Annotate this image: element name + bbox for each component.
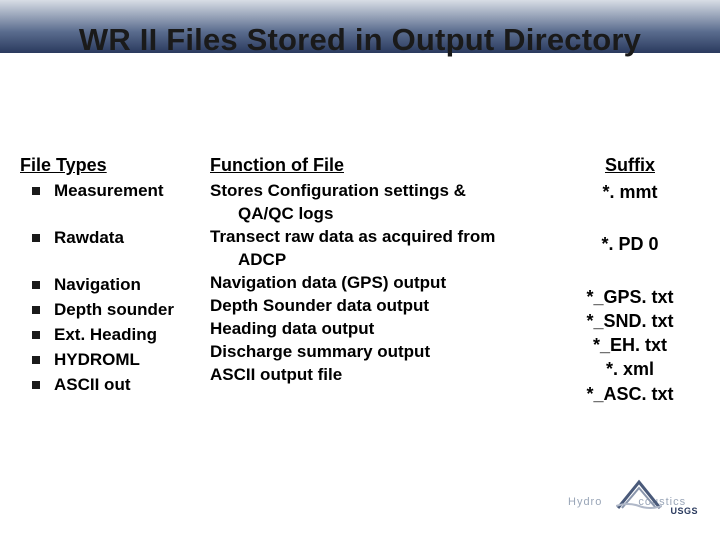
suffix-text: *_SND. txt xyxy=(560,309,700,333)
func-text: Discharge summary output xyxy=(210,341,560,364)
slide-title: WR II Files Stored in Output Directory xyxy=(0,22,720,58)
bullet-icon xyxy=(32,381,40,389)
list-item: HYDROML xyxy=(20,349,210,372)
bullet-icon xyxy=(32,234,40,242)
column-file-types: File Types Measurement Rawdata Navigatio… xyxy=(20,155,210,406)
list-item: Navigation xyxy=(20,274,210,297)
list-item: Measurement xyxy=(20,180,210,203)
type-label: ASCII out xyxy=(54,374,131,397)
suffix-text: *. xml xyxy=(560,357,700,381)
list-item: Ext. Heading xyxy=(20,324,210,347)
column-function: Function of File Stores Configuration se… xyxy=(210,155,560,406)
footer-logo: Hydrocoustics USGS xyxy=(568,474,698,518)
list-item: ASCII out xyxy=(20,374,210,397)
wave-icon xyxy=(616,478,662,512)
column-suffix: Suffix *. mmt *. PD 0 *_GPS. txt *_SND. … xyxy=(560,155,700,406)
func-text: Navigation data (GPS) output xyxy=(210,272,560,295)
suffix-text: *_EH. txt xyxy=(560,333,700,357)
type-label: HYDROML xyxy=(54,349,140,372)
func-text: Heading data output xyxy=(210,318,560,341)
func-text: Depth Sounder data output xyxy=(210,295,560,318)
func-text: Transect raw data as acquired from xyxy=(210,226,560,249)
type-label: Rawdata xyxy=(54,227,124,250)
heading-function: Function of File xyxy=(210,155,560,176)
bullet-icon xyxy=(32,331,40,339)
func-text: Stores Configuration settings & xyxy=(210,180,560,203)
type-label: Depth sounder xyxy=(54,299,174,322)
type-label: Navigation xyxy=(54,274,141,297)
type-label: Measurement xyxy=(54,180,164,203)
bullet-icon xyxy=(32,306,40,314)
suffix-text: *. PD 0 xyxy=(560,232,700,256)
suffix-text: *_ASC. txt xyxy=(560,382,700,406)
logo-sub: USGS xyxy=(670,506,698,516)
content-area: File Types Measurement Rawdata Navigatio… xyxy=(20,155,700,406)
suffix-text: *. mmt xyxy=(560,180,700,204)
bullet-icon xyxy=(32,187,40,195)
type-label: Ext. Heading xyxy=(54,324,157,347)
list-item: Depth sounder xyxy=(20,299,210,322)
func-text: ASCII output file xyxy=(210,364,560,387)
func-text: ADCP xyxy=(210,249,560,272)
heading-file-types: File Types xyxy=(20,155,210,176)
bullet-icon xyxy=(32,356,40,364)
suffix-text: *_GPS. txt xyxy=(560,285,700,309)
list-item: Rawdata xyxy=(20,227,210,250)
func-text: QA/QC logs xyxy=(210,203,560,226)
bullet-icon xyxy=(32,281,40,289)
heading-suffix: Suffix xyxy=(560,155,700,176)
